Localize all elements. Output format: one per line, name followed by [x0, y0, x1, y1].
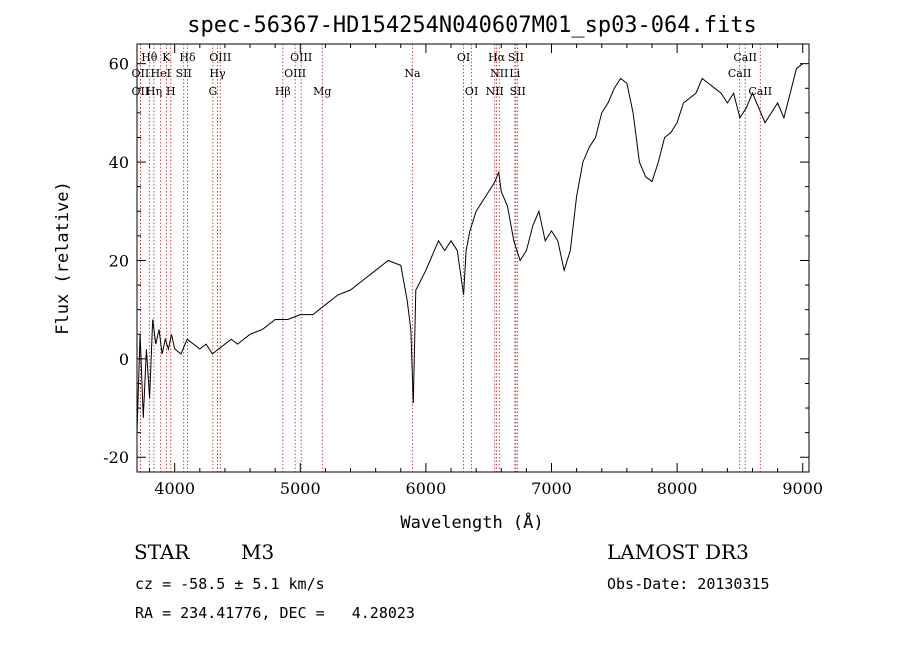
y-axis-ticks: -20 0 20 40 60 [103, 55, 809, 467]
x-tick-label-3: 7000 [531, 479, 572, 498]
line-label-27: CaII [748, 85, 772, 98]
line-label-13: OIII [284, 67, 306, 80]
line-label-25: CaII [733, 51, 757, 64]
line-label-10: Hγ [209, 67, 226, 80]
line-label-14: Hβ [275, 85, 291, 98]
x-tick-label-0: 4000 [154, 479, 195, 498]
x-axis-ticks: 4000 5000 6000 7000 8000 9000 [149, 44, 823, 498]
line-label-6: Hδ [179, 51, 196, 64]
x-axis-label: Wavelength (Å) [400, 511, 543, 533]
line-label-24: SII [510, 85, 526, 98]
spectrum-line [136, 63, 804, 433]
x-tick-label-2: 6000 [406, 479, 447, 498]
x-tick-label-4: 8000 [657, 479, 698, 498]
line-label-3: K [162, 51, 171, 64]
line-label-11: G [208, 85, 217, 98]
x-tick-label-1: 5000 [280, 479, 321, 498]
line-label-18: OI [465, 85, 478, 98]
y-tick-label-0: -20 [103, 448, 129, 467]
line-label-12: OIII [290, 51, 312, 64]
line-label-20: SII [508, 51, 524, 64]
coordinates: RA = 234.41776, DEC = 4.28023 [135, 604, 415, 622]
line-label-0: Hθ [141, 51, 158, 64]
line-label-7: SII [176, 67, 192, 80]
plot-frame [136, 43, 810, 473]
line-label-23: NII [486, 85, 504, 98]
object-class: STAR [134, 540, 190, 564]
redshift-velocity: cz = -58.5 ± 5.1 km/s [135, 575, 325, 593]
line-label-19: Hα [488, 51, 506, 64]
line-label-26: CaII [728, 67, 752, 80]
line-label-8: H [166, 85, 176, 98]
line-label-9: OIII [209, 51, 231, 64]
line-label-22: Li [509, 67, 520, 80]
line-label-5: Hη [146, 85, 162, 98]
line-label-17: OI [457, 51, 470, 64]
line-label-16: Na [404, 67, 421, 80]
survey-name: LAMOST DR3 [607, 540, 749, 564]
y-tick-label-2: 20 [109, 251, 129, 270]
object-subclass: M3 [241, 540, 275, 564]
line-label-15: Mg [313, 85, 331, 98]
line-label-2: OII [132, 85, 150, 98]
y-tick-label-4: 60 [109, 55, 129, 74]
line-label-21: NII [490, 67, 508, 80]
observation-date: Obs-Date: 20130315 [607, 575, 770, 593]
y-axis-label: Flux (relative) [53, 181, 73, 335]
line-label-1: OII [132, 67, 150, 80]
emission-line-markers [139, 44, 761, 472]
line-label-4: HeI [151, 67, 171, 80]
chart-title: spec-56367-HD154254N040607M01_sp03-064.f… [187, 13, 757, 38]
y-tick-label-1: 0 [119, 350, 129, 369]
x-tick-label-5: 9000 [782, 479, 823, 498]
y-tick-label-3: 40 [109, 153, 129, 172]
